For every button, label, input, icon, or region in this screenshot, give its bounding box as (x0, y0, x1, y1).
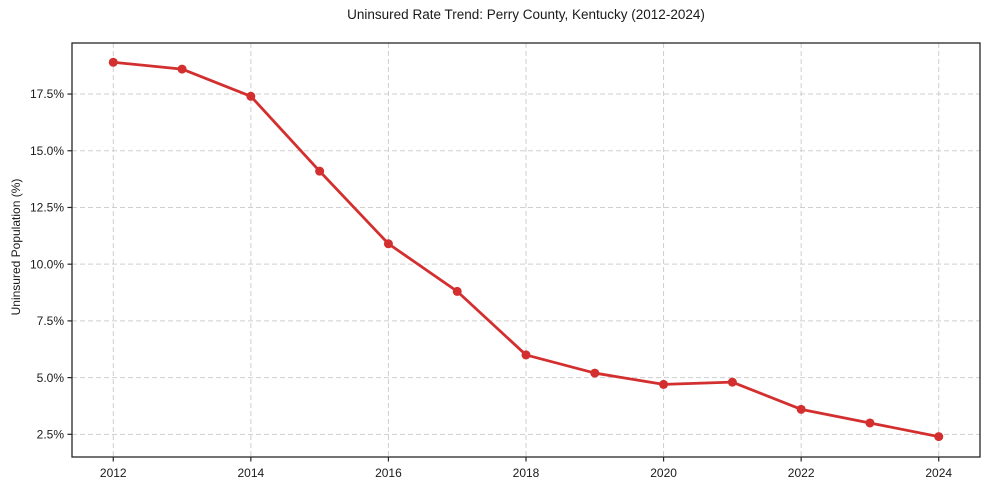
y-tick-label: 15.0% (30, 144, 64, 158)
data-point (796, 404, 806, 414)
y-tick-label: 10.0% (30, 257, 64, 271)
chart-title: Uninsured Rate Trend: Perry County, Kent… (347, 7, 705, 22)
data-point (452, 286, 462, 296)
data-point (246, 91, 256, 101)
y-tick-label: 7.5% (37, 314, 65, 328)
x-tick-label: 2012 (100, 466, 127, 480)
data-point (383, 239, 393, 249)
data-point (727, 377, 737, 387)
y-tick-label: 5.0% (37, 371, 65, 385)
data-point (865, 418, 875, 428)
y-tick-label: 17.5% (30, 87, 64, 101)
x-tick-label: 2014 (237, 466, 264, 480)
x-tick-label: 2016 (375, 466, 402, 480)
y-tick-label: 12.5% (30, 201, 64, 215)
plot-border (71, 42, 981, 458)
data-point (934, 432, 944, 442)
data-point (315, 166, 325, 176)
data-point (521, 350, 531, 360)
data-point (590, 368, 600, 378)
data-point (108, 57, 118, 67)
data-point (659, 379, 669, 389)
y-tick-label: 2.5% (37, 428, 65, 442)
x-tick-label: 2022 (788, 466, 815, 480)
x-tick-label: 2020 (650, 466, 677, 480)
x-tick-label: 2024 (925, 466, 952, 480)
x-tick-label: 2018 (513, 466, 540, 480)
data-point (177, 64, 187, 74)
